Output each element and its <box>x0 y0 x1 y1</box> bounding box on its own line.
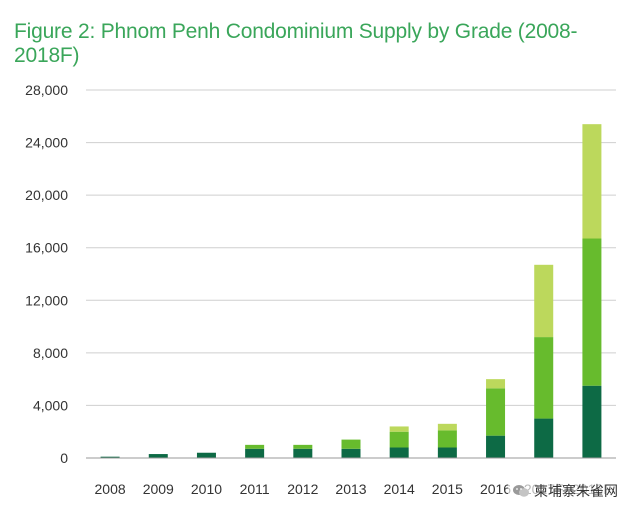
bar-segment-2014-s1 <box>389 447 409 458</box>
bar-segment-2009-s1 <box>148 454 168 458</box>
bar-segment-2015-s1 <box>437 447 457 458</box>
bar-segment-2016-s1 <box>486 435 506 458</box>
x-tick-label: 2014 <box>384 481 415 497</box>
x-tick-label: 2010 <box>191 481 222 497</box>
bar-segment-2013-s1 <box>341 448 361 458</box>
bar-segment-2015-s3 <box>437 423 457 431</box>
bar-segment-2018F-s2 <box>582 238 602 386</box>
y-tick-label: 28,000 <box>25 82 68 98</box>
bar-segment-2017F-s3 <box>534 264 554 338</box>
bar-segment-2014-s2 <box>389 431 409 448</box>
x-tick-label: 2012 <box>287 481 318 497</box>
y-tick-label: 0 <box>60 450 68 466</box>
bar-segment-2008-s1 <box>100 456 120 458</box>
bar-segment-2016-s3 <box>486 379 506 389</box>
chart-title: Figure 2: Phnom Penh Condominium Supply … <box>14 20 578 67</box>
watermark: 柬埔寨朱雀网 <box>508 480 622 502</box>
x-tick-label: 2016 <box>480 481 511 497</box>
bar-segment-2012-s1 <box>293 448 313 458</box>
gridlines <box>86 89 616 406</box>
bar-segment-2013-s2 <box>341 439 361 449</box>
y-tick-labels: 0 4,000 8,000 12,000 16,000 20,000 24,000 28,00… <box>25 82 68 466</box>
y-tick-label: 20,000 <box>25 187 68 203</box>
bar-segment-2015-s2 <box>437 430 457 448</box>
bar-segment-2011-s1 <box>245 448 265 458</box>
y-tick-label: 24,000 <box>25 135 68 151</box>
bar-segment-2014-s3 <box>389 426 409 432</box>
bar-segment-2012-s2 <box>293 444 313 449</box>
x-tick-label: 2009 <box>143 481 174 497</box>
x-tick-label: 2011 <box>240 481 270 497</box>
y-tick-label: 8,000 <box>33 345 68 361</box>
y-tick-label: 16,000 <box>25 240 68 256</box>
bar-segment-2017F-s1 <box>534 418 554 458</box>
bar-segment-2017F-s2 <box>534 337 554 419</box>
y-tick-label: 4,000 <box>33 397 68 413</box>
x-tick-label: 2013 <box>335 481 366 497</box>
bar-segment-2018F-s1 <box>582 385 602 458</box>
bar-segment-2011-s2 <box>245 444 265 449</box>
bar-segment-2010-s1 <box>196 452 216 458</box>
x-tick-label: 2015 <box>432 481 463 497</box>
x-tick-label: 2008 <box>95 481 126 497</box>
y-tick-label: 12,000 <box>25 292 68 308</box>
bar-segment-2018F-s3 <box>582 124 602 239</box>
wechat-icon <box>513 485 529 497</box>
bars <box>100 124 602 458</box>
watermark-text: 柬埔寨朱雀网 <box>534 484 618 500</box>
bar-segment-2016-s2 <box>486 388 506 436</box>
